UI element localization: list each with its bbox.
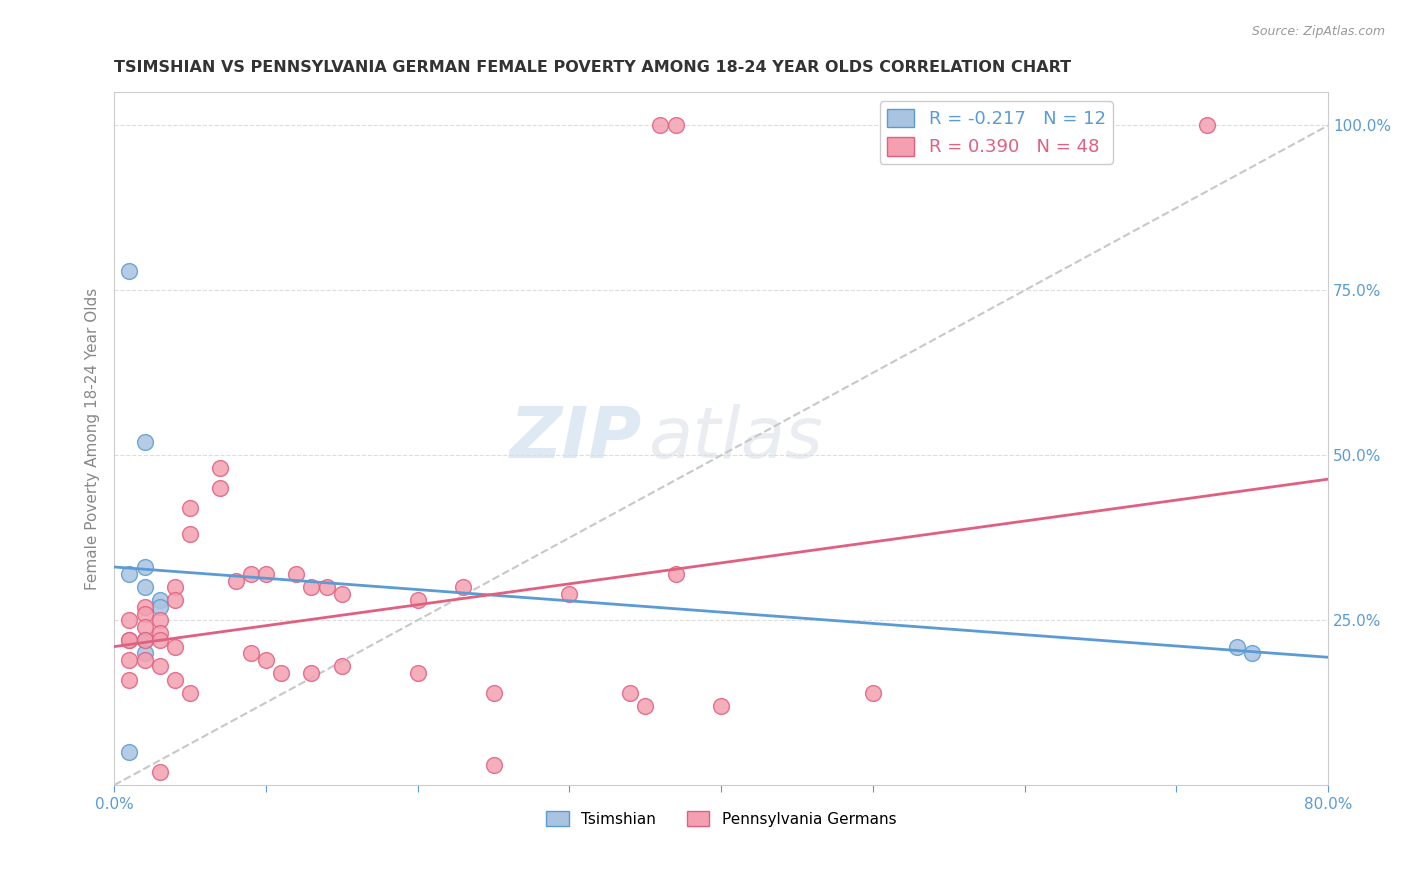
Point	[225, 574, 247, 588]
Point	[149, 599, 172, 614]
Point	[163, 640, 186, 654]
Point	[650, 119, 672, 133]
Point	[315, 580, 337, 594]
Text: ZIP: ZIP	[510, 404, 643, 474]
Point	[134, 620, 156, 634]
Point	[665, 566, 688, 581]
Point	[118, 263, 141, 277]
Point	[149, 626, 172, 640]
Point	[254, 653, 277, 667]
Point	[118, 632, 141, 647]
Point	[163, 580, 186, 594]
Text: Source: ZipAtlas.com: Source: ZipAtlas.com	[1251, 25, 1385, 38]
Point	[134, 653, 156, 667]
Point	[134, 435, 156, 450]
Legend: Tsimshian, Pennsylvania Germans: Tsimshian, Pennsylvania Germans	[540, 805, 903, 833]
Point	[254, 566, 277, 581]
Point	[619, 686, 641, 700]
Point	[270, 665, 292, 680]
Point	[209, 481, 232, 495]
Point	[1226, 640, 1249, 654]
Y-axis label: Female Poverty Among 18-24 Year Olds: Female Poverty Among 18-24 Year Olds	[86, 287, 100, 590]
Point	[710, 698, 733, 713]
Point	[149, 613, 172, 627]
Point	[118, 653, 141, 667]
Point	[301, 665, 323, 680]
Point	[134, 646, 156, 660]
Point	[179, 686, 201, 700]
Point	[163, 673, 186, 687]
Point	[118, 673, 141, 687]
Point	[406, 593, 429, 607]
Point	[330, 587, 353, 601]
Point	[149, 632, 172, 647]
Point	[134, 560, 156, 574]
Point	[118, 566, 141, 581]
Point	[134, 580, 156, 594]
Point	[862, 686, 884, 700]
Point	[134, 607, 156, 621]
Point	[665, 119, 688, 133]
Point	[134, 632, 156, 647]
Point	[118, 613, 141, 627]
Point	[134, 599, 156, 614]
Point	[1195, 119, 1218, 133]
Point	[406, 665, 429, 680]
Point	[179, 501, 201, 516]
Point	[634, 698, 657, 713]
Point	[118, 745, 141, 759]
Point	[451, 580, 474, 594]
Point	[118, 632, 141, 647]
Point	[149, 764, 172, 779]
Point	[163, 593, 186, 607]
Point	[179, 527, 201, 541]
Point	[149, 593, 172, 607]
Point	[1241, 646, 1264, 660]
Point	[209, 461, 232, 475]
Text: atlas: atlas	[648, 404, 823, 474]
Point	[301, 580, 323, 594]
Point	[285, 566, 308, 581]
Text: TSIMSHIAN VS PENNSYLVANIA GERMAN FEMALE POVERTY AMONG 18-24 YEAR OLDS CORRELATIO: TSIMSHIAN VS PENNSYLVANIA GERMAN FEMALE …	[114, 60, 1071, 75]
Point	[149, 659, 172, 673]
Point	[239, 646, 262, 660]
Point	[134, 632, 156, 647]
Point	[330, 659, 353, 673]
Point	[482, 758, 505, 772]
Point	[239, 566, 262, 581]
Point	[558, 587, 581, 601]
Point	[482, 686, 505, 700]
